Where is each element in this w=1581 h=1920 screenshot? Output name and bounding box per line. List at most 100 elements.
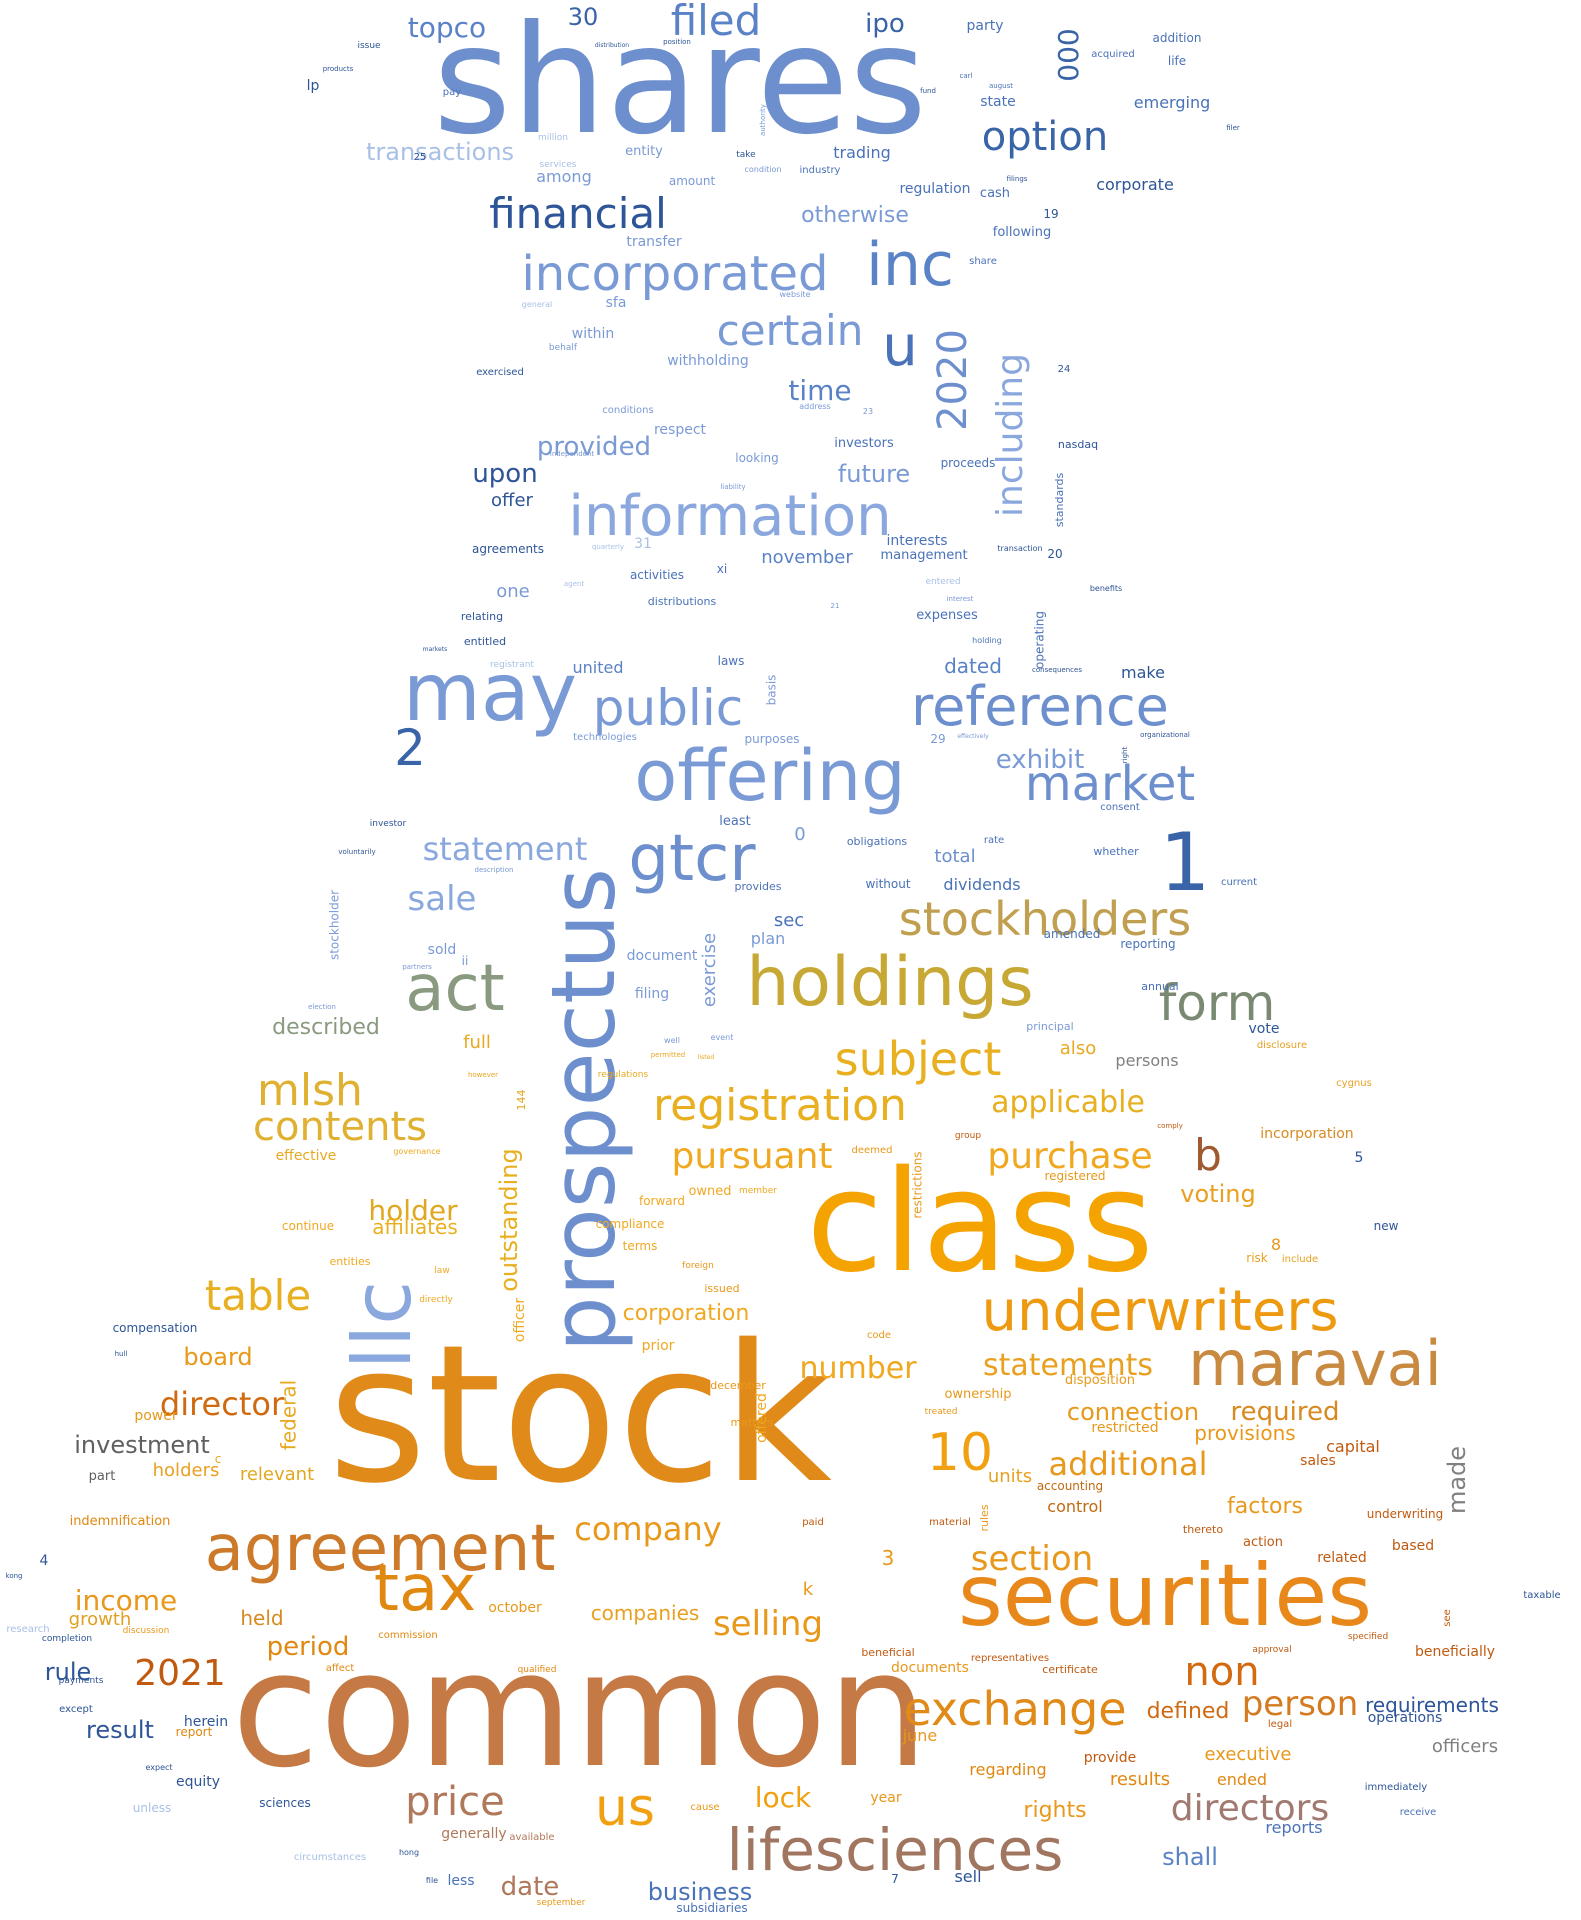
word-connection: connection — [1067, 1398, 1199, 1426]
word-agreement: agreement — [205, 1512, 556, 1586]
word-description: description — [475, 866, 514, 874]
word-file: file — [426, 1876, 438, 1885]
word-current: current — [1221, 877, 1257, 888]
word-officers: officers — [1432, 1736, 1498, 1757]
word-incorporation: incorporation — [1260, 1126, 1353, 1142]
word-holder: holder — [368, 1194, 458, 1227]
word-reference: reference — [911, 675, 1169, 738]
word-otherwise: otherwise — [801, 203, 909, 228]
word-less: less — [447, 1873, 474, 1889]
word-event: event — [711, 1033, 734, 1042]
word-upon: upon — [472, 459, 537, 489]
word-0: 0 — [794, 824, 805, 845]
word-officer: officer — [512, 1298, 528, 1342]
word-outstanding: outstanding — [495, 1148, 523, 1291]
word-sale: sale — [408, 879, 477, 919]
word-least: least — [719, 814, 750, 829]
word-also: also — [1060, 1038, 1096, 1059]
word-date: date — [501, 1872, 560, 1902]
word-specified: specified — [1348, 1632, 1388, 1642]
word-september: september — [537, 1898, 586, 1908]
word-purchase: purchase — [987, 1136, 1152, 1177]
word-selling: selling — [713, 1604, 823, 1644]
word-31: 31 — [634, 536, 652, 552]
word-material: material — [929, 1517, 971, 1528]
word-listed: listed — [698, 1054, 715, 1061]
word-based: based — [1392, 1538, 1434, 1554]
word-described: described — [272, 1015, 380, 1040]
word-sold: sold — [428, 942, 457, 958]
word-expenses: expenses — [916, 608, 978, 623]
word-group: group — [955, 1131, 981, 1141]
word-except: except — [59, 1704, 93, 1715]
word-paid: paid — [802, 1517, 824, 1528]
word-take: take — [736, 150, 756, 160]
word-sec: sec — [774, 910, 804, 931]
word-without: without — [865, 877, 910, 891]
word-risk: risk — [1246, 1251, 1268, 1265]
word-director: director — [160, 1385, 285, 1423]
word-withholding: withholding — [667, 353, 749, 369]
word-million: million — [538, 133, 568, 143]
word-quarterly: quarterly — [592, 543, 624, 551]
word-form: form — [1159, 974, 1276, 1032]
word-consent: consent — [1100, 802, 1140, 813]
word-company: company — [574, 1510, 721, 1548]
word-authority: authority — [759, 104, 767, 136]
word-21: 21 — [831, 602, 840, 610]
word-immediately: immediately — [1365, 1782, 1428, 1793]
word-fund: fund — [920, 87, 936, 95]
word-within: within — [572, 326, 614, 342]
word-generally: generally — [441, 1826, 506, 1842]
word-distribution: distribution — [595, 42, 629, 49]
word-executive: executive — [1204, 1744, 1291, 1765]
word-market: market — [1025, 756, 1195, 812]
word-affect: affect — [326, 1663, 355, 1674]
word-exhibit: exhibit — [996, 745, 1085, 775]
word-contents: contents — [253, 1104, 427, 1150]
word-total: total — [934, 846, 975, 867]
word-section: section — [971, 1539, 1093, 1579]
word-disposition: disposition — [1065, 1373, 1135, 1388]
word-consequences: consequences — [1032, 666, 1082, 674]
word-certain: certain — [717, 306, 864, 355]
word-rights: rights — [1023, 1798, 1086, 1823]
word-made: made — [1443, 1446, 1471, 1514]
word-governance: governance — [393, 1147, 440, 1156]
word-statement: statement — [423, 830, 588, 868]
word-year: year — [870, 1790, 901, 1806]
word-standards: standards — [1053, 472, 1066, 527]
word-25: 25 — [414, 152, 427, 163]
word-exchange: exchange — [903, 1682, 1126, 1736]
word-services: services — [540, 160, 577, 170]
word-hull: hull — [115, 1350, 128, 1358]
word-ownership: ownership — [944, 1387, 1011, 1402]
word-entities: entities — [330, 1255, 371, 1268]
word-compliance: compliance — [596, 1217, 665, 1231]
word-discussion: discussion — [123, 1626, 170, 1636]
word-stock: stock — [328, 1304, 832, 1525]
word-conditions: conditions — [602, 405, 653, 416]
word-technologies: technologies — [573, 732, 637, 743]
word-securities: securities — [958, 1546, 1372, 1646]
word-laws: laws — [718, 654, 745, 668]
word-stockholders: stockholders — [899, 892, 1192, 946]
word-markets: markets — [423, 646, 447, 653]
word-additional: additional — [1049, 1445, 1208, 1483]
word-mlsh: mlsh — [257, 1065, 363, 1116]
word-lifesciences: lifesciences — [727, 1816, 1064, 1884]
word-companies: companies — [591, 1601, 700, 1625]
word-equity: equity — [176, 1774, 220, 1790]
word-period: period — [267, 1632, 350, 1662]
word-power: power — [134, 1408, 178, 1424]
word-effective: effective — [276, 1148, 337, 1164]
word-person: person — [1242, 1684, 1359, 1724]
word-filing: filing — [635, 986, 669, 1002]
word-foreign: foreign — [682, 1261, 714, 1271]
word-new: new — [1374, 1219, 1399, 1233]
word-issue: issue — [357, 41, 381, 51]
word-include: include — [1282, 1254, 1318, 1265]
word-unless: unless — [133, 1801, 171, 1815]
word-defined: defined — [1147, 1699, 1230, 1724]
word-provide: provide — [1084, 1750, 1137, 1766]
